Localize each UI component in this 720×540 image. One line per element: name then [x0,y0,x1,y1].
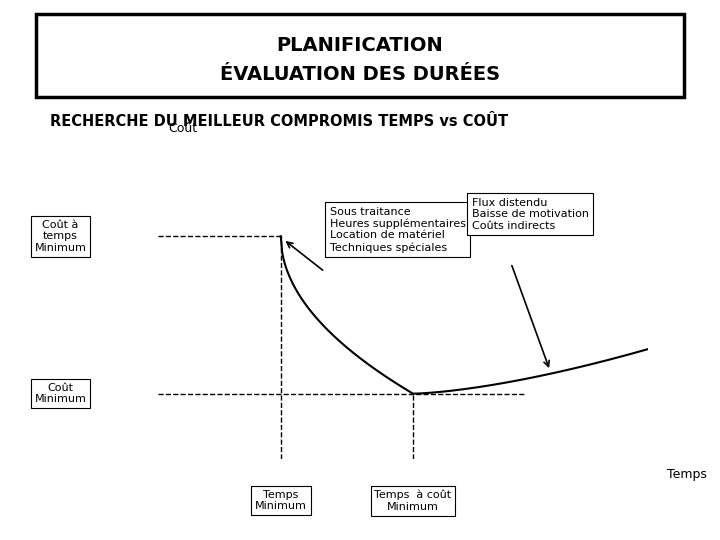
Text: ÉVALUATION DES DURÉES: ÉVALUATION DES DURÉES [220,65,500,84]
Text: Flux distendu
Baisse de motivation
Coûts indirects: Flux distendu Baisse de motivation Coûts… [472,198,589,231]
Text: Temps
Minimum: Temps Minimum [255,490,307,511]
Text: Coût à
temps
Minimum: Coût à temps Minimum [35,220,86,253]
Text: Coût
Minimum: Coût Minimum [35,383,86,404]
Text: Temps  à coût
Minimum: Temps à coût Minimum [374,490,451,511]
Text: PLANIFICATION: PLANIFICATION [276,36,444,56]
Text: Coût: Coût [168,122,197,135]
Text: RECHERCHE DU MEILLEUR COMPROMIS TEMPS vs COÛT: RECHERCHE DU MEILLEUR COMPROMIS TEMPS vs… [50,114,508,129]
Text: Sous traitance
Heures supplémentaires
Location de matériel
Techniques spéciales: Sous traitance Heures supplémentaires Lo… [330,206,466,253]
Text: Temps: Temps [667,468,707,481]
